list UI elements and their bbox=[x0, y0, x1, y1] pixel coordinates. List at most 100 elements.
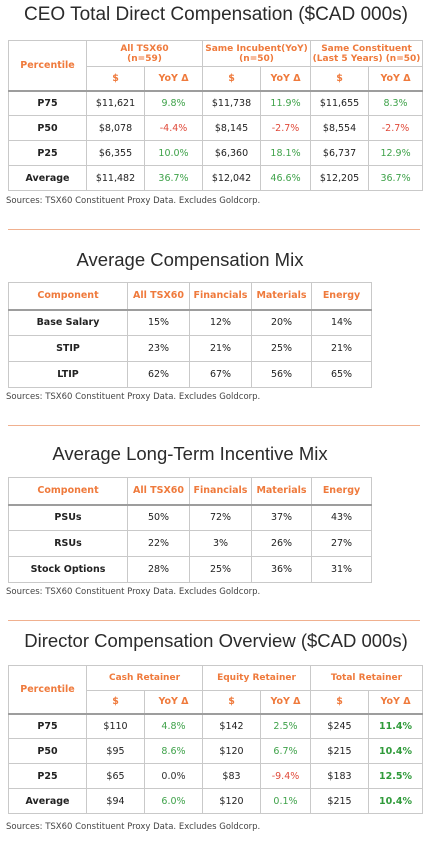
table-row: LTIP 62% 67% 56% 65% bbox=[8, 361, 372, 388]
yoy-header: YoY Δ bbox=[144, 690, 203, 714]
yoy-header: YoY Δ bbox=[367, 690, 424, 714]
table-cell: 0.0% bbox=[144, 763, 203, 789]
dollar-header: $ bbox=[310, 690, 369, 714]
column-header: Materials bbox=[251, 282, 312, 310]
table-cell: 10.0% bbox=[143, 140, 204, 166]
row-label: LTIP bbox=[8, 361, 128, 388]
row-label: STIP bbox=[8, 335, 128, 362]
table-cell: 36.7% bbox=[368, 165, 424, 191]
table-cell: 22% bbox=[127, 530, 190, 557]
table-cell: 26% bbox=[251, 530, 312, 557]
table-cell: $8,078 bbox=[86, 115, 145, 141]
table-row: Base Salary 15% 12% 20% 14% bbox=[8, 308, 372, 336]
table-cell: $11,655 bbox=[310, 89, 370, 116]
dollar-header: $ bbox=[86, 66, 145, 91]
table-cell: $11,621 bbox=[86, 89, 145, 116]
row-label: P25 bbox=[8, 763, 87, 789]
table-cell: 67% bbox=[189, 361, 252, 388]
column-header: All TSX60 bbox=[127, 477, 190, 505]
table-cell: 6.7% bbox=[260, 738, 311, 764]
table-cell: 43% bbox=[311, 503, 372, 531]
column-header: Energy bbox=[311, 282, 372, 310]
table-cell: 23% bbox=[127, 335, 190, 362]
table-cell: $11,482 bbox=[86, 165, 145, 191]
table-cell: 10.4% bbox=[367, 788, 424, 814]
table-cell: 12.9% bbox=[368, 140, 424, 166]
table-cell: $142 bbox=[202, 712, 261, 739]
table-cell: 14% bbox=[311, 308, 372, 336]
row-label: P50 bbox=[8, 115, 87, 141]
row-label: RSUs bbox=[8, 530, 128, 557]
group-header-same-incumbent: Same Incubent(YoY) (n=50) bbox=[202, 40, 312, 67]
group-header-cash-retainer: Cash Retainer bbox=[86, 665, 203, 691]
table-row: Average $11,482 36.7% $12,042 46.6% $12,… bbox=[8, 165, 424, 191]
table-cell: 65% bbox=[311, 361, 372, 388]
table-row: Average $94 6.0% $120 0.1% $215 10.4% bbox=[8, 788, 424, 814]
table-cell: 12.5% bbox=[367, 763, 424, 789]
table-cell: 28% bbox=[127, 556, 190, 583]
mix-section-title: Average Compensation Mix bbox=[76, 249, 304, 270]
table-row: P75 $110 4.8% $142 2.5% $245 11.4% bbox=[8, 712, 424, 739]
table-cell: $12,205 bbox=[310, 165, 370, 191]
section-divider bbox=[8, 620, 420, 621]
table-row: PSUs 50% 72% 37% 43% bbox=[8, 503, 372, 531]
dollar-header: $ bbox=[202, 66, 262, 91]
column-header: Energy bbox=[311, 477, 372, 505]
table-cell: 50% bbox=[127, 503, 190, 531]
table-cell: 46.6% bbox=[260, 165, 312, 191]
table-row: RSUs 22% 3% 26% 27% bbox=[8, 530, 372, 557]
row-label: P25 bbox=[8, 140, 87, 166]
table-cell: 11.4% bbox=[367, 712, 424, 739]
table-cell: 0.1% bbox=[260, 788, 311, 814]
table-row: P50 $8,078 -4.4% $8,145 -2.7% $8,554 -2.… bbox=[8, 115, 424, 141]
column-header: All TSX60 bbox=[127, 282, 190, 310]
table-cell: $8,145 bbox=[202, 115, 262, 141]
table-cell: $215 bbox=[310, 738, 369, 764]
row-label: Average bbox=[8, 788, 87, 814]
row-label: P75 bbox=[8, 712, 87, 739]
source-note: Sources: TSX60 Constituent Proxy Data. E… bbox=[6, 392, 261, 402]
table-cell: -2.7% bbox=[368, 115, 424, 141]
table-cell: -4.4% bbox=[143, 115, 204, 141]
yoy-header: YoY Δ bbox=[260, 690, 311, 714]
table-row: P25 $6,355 10.0% $6,360 18.1% $6,737 12.… bbox=[8, 140, 424, 166]
section-divider bbox=[8, 425, 420, 426]
table-cell: $8,554 bbox=[310, 115, 370, 141]
source-note: Sources: TSX60 Constituent Proxy Data. E… bbox=[6, 822, 261, 832]
table-cell: 31% bbox=[311, 556, 372, 583]
table-cell: $12,042 bbox=[202, 165, 262, 191]
table-cell: $6,737 bbox=[310, 140, 370, 166]
lti-section-title: Average Long-Term Incentive Mix bbox=[52, 443, 328, 464]
table-cell: 11.9% bbox=[260, 89, 312, 116]
table-cell: -2.7% bbox=[260, 115, 312, 141]
table-row: Stock Options 28% 25% 36% 31% bbox=[8, 556, 372, 583]
table-cell: 12% bbox=[189, 308, 252, 336]
percentile-header: Percentile bbox=[8, 665, 87, 714]
table-row: STIP 23% 21% 25% 21% bbox=[8, 335, 372, 362]
source-note: Sources: TSX60 Constituent Proxy Data. E… bbox=[6, 196, 261, 206]
component-header: Component bbox=[8, 282, 128, 310]
yoy-header: YoY Δ bbox=[143, 66, 204, 91]
table-cell: 8.3% bbox=[368, 89, 424, 116]
group-header-total-retainer: Total Retainer bbox=[309, 665, 424, 691]
table-cell: 20% bbox=[251, 308, 312, 336]
table-cell: $83 bbox=[202, 763, 261, 789]
table-cell: 10.4% bbox=[367, 738, 424, 764]
column-header: Financials bbox=[189, 282, 252, 310]
table-row: P25 $65 0.0% $83 -9.4% $183 12.5% bbox=[8, 763, 424, 789]
section-divider bbox=[8, 229, 420, 230]
column-header: Materials bbox=[251, 477, 312, 505]
table-cell: 21% bbox=[311, 335, 372, 362]
table-cell: 4.8% bbox=[144, 712, 203, 739]
group-header-all-tsx60: All TSX60 (n=59) bbox=[85, 40, 204, 67]
table-cell: 2.5% bbox=[260, 712, 311, 739]
table-cell: 25% bbox=[189, 556, 252, 583]
table-cell: 56% bbox=[251, 361, 312, 388]
table-cell: 36.7% bbox=[143, 165, 204, 191]
row-label: Average bbox=[8, 165, 87, 191]
table-cell: 21% bbox=[189, 335, 252, 362]
table-cell: $11,738 bbox=[202, 89, 262, 116]
table-cell: $65 bbox=[86, 763, 145, 789]
dollar-header: $ bbox=[310, 66, 370, 91]
table-cell: 15% bbox=[127, 308, 190, 336]
